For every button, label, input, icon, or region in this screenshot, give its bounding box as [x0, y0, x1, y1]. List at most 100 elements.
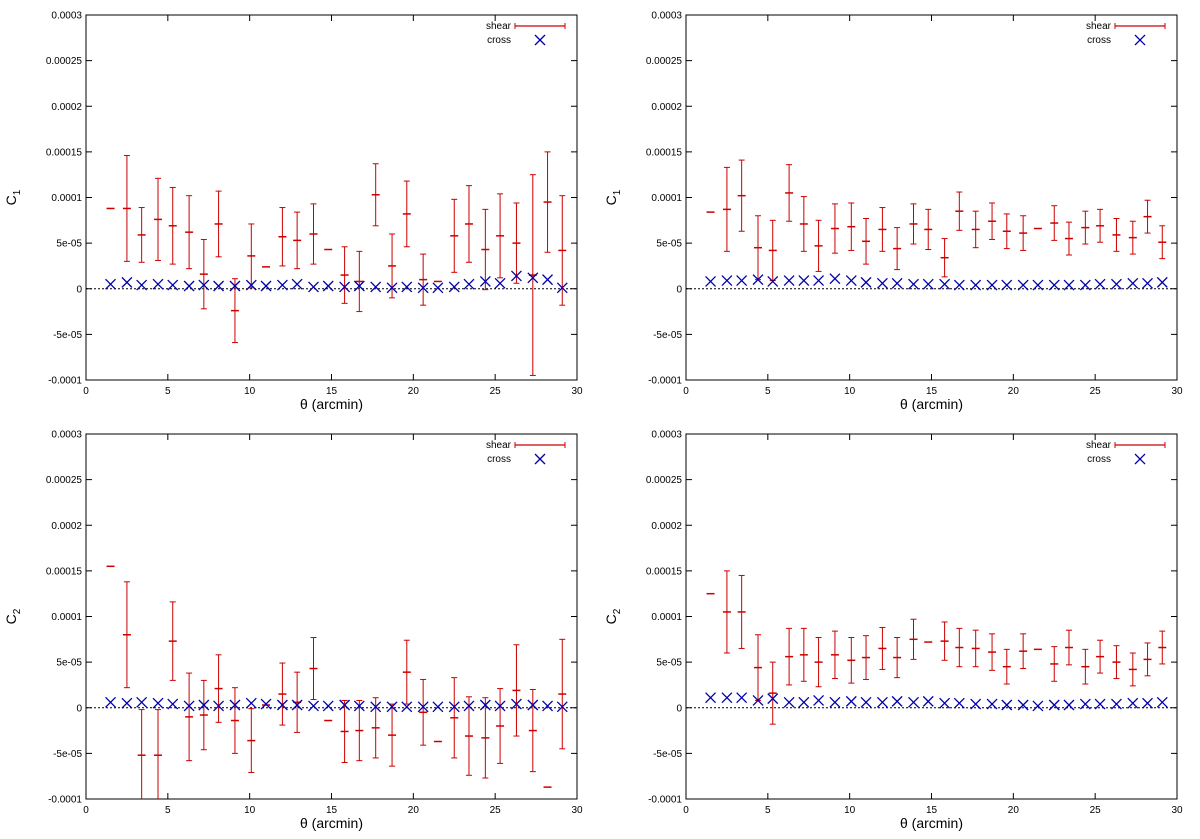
cross-point: [276, 279, 288, 291]
cross-point: [767, 693, 779, 705]
cross-point: [386, 282, 398, 294]
x-tick-label: 10: [844, 386, 856, 397]
cross-marker-stroke: [1110, 278, 1122, 290]
y-tick-label: 0.0001: [651, 612, 682, 623]
cross-marker-stroke: [152, 278, 164, 290]
y-tick-label: 0.00015: [646, 147, 683, 158]
shear-point: [496, 193, 505, 279]
cross-marker-stroke: [198, 279, 210, 291]
cross-marker-stroke: [276, 699, 288, 711]
y-tick-label: 5e-05: [56, 658, 82, 669]
cross-marker-stroke: [1048, 279, 1060, 291]
x-axis-title: θ (arcmin): [300, 815, 363, 831]
y-axis-title-subscript: 1: [12, 189, 23, 195]
legend-label-cross: cross: [1087, 35, 1111, 46]
cross-point: [463, 700, 475, 712]
x-axis-title: θ (arcmin): [900, 815, 963, 831]
cross-point: [386, 701, 398, 713]
cross-point: [736, 692, 748, 704]
legend-label-shear: shear: [1086, 21, 1112, 32]
shear-point: [1112, 217, 1121, 252]
cross-point: [1094, 278, 1106, 290]
cross-marker-stroke: [370, 701, 382, 713]
cross-point: [213, 280, 225, 292]
shear-point: [940, 621, 949, 661]
cross-marker-stroke: [353, 700, 365, 712]
legend-swatch-cross: [1134, 453, 1146, 465]
cross-marker-stroke: [136, 279, 148, 291]
shear-point: [199, 679, 208, 751]
cross-marker-stroke: [767, 693, 779, 705]
cross-marker-stroke: [1032, 700, 1044, 712]
y-tick-label: -5e-05: [653, 749, 682, 760]
y-tick-label: 0.00015: [46, 147, 83, 158]
shear-point: [1128, 220, 1137, 255]
y-axis-title: C1: [3, 189, 23, 205]
cross-point: [556, 701, 568, 713]
cross-marker-stroke: [1127, 697, 1139, 709]
shear-point: [137, 207, 146, 263]
y-tick-label: -0.0001: [648, 795, 682, 806]
y-tick-label: 0.0003: [51, 430, 82, 441]
y-tick-label: 5e-05: [56, 239, 82, 250]
cross-marker-stroke: [386, 282, 398, 294]
shear-point: [1064, 221, 1073, 256]
cross-marker-stroke: [167, 698, 179, 710]
cross-point: [183, 700, 195, 712]
x-tick-label: 0: [83, 386, 89, 397]
y-tick-label: 0.00025: [646, 56, 683, 67]
y-tick-label: 0.0003: [51, 11, 82, 22]
cross-point: [767, 275, 779, 287]
shear-point: [799, 196, 808, 252]
cross-marker-stroke: [767, 275, 779, 287]
cross-marker-stroke: [401, 281, 413, 293]
cross-point: [167, 279, 179, 291]
cross-marker-stroke: [417, 282, 429, 294]
cross-point: [1001, 699, 1013, 711]
x-tick-label: 20: [1008, 805, 1020, 816]
cross-point: [1156, 696, 1168, 708]
x-tick-label: 10: [244, 386, 256, 397]
shear-point: [1096, 208, 1105, 243]
cross-marker-stroke: [1079, 279, 1091, 291]
x-tick-label: 0: [83, 805, 89, 816]
y-tick-label: 0.0003: [651, 430, 682, 441]
shear-point: [402, 639, 411, 705]
shear-point: [340, 246, 349, 304]
shear-point: [481, 697, 490, 779]
cross-marker-stroke: [229, 699, 241, 711]
cross-point: [494, 277, 506, 289]
shear-point: [971, 629, 980, 668]
cross-marker-stroke: [721, 275, 733, 286]
cross-marker-stroke: [432, 701, 444, 713]
shear-point: [371, 163, 380, 227]
cross-point: [121, 697, 133, 709]
y-tick-label: 0.0001: [51, 612, 82, 623]
panel-top-left: 0.0003 0.00025 0.0002 0.00015 0.0001 5e-05 0 -5…: [3, 11, 583, 413]
cross-point: [527, 699, 539, 711]
cross-marker-stroke: [463, 278, 475, 290]
cross-point: [291, 699, 303, 711]
cross-point: [876, 277, 888, 289]
shear-point: [814, 219, 823, 272]
cross-point: [970, 279, 982, 291]
cross-marker-stroke: [1094, 278, 1106, 290]
y-tick-label: 0.0001: [51, 193, 82, 204]
cross-marker-stroke: [922, 278, 934, 290]
shear-point: [1096, 639, 1105, 674]
cross-marker-stroke: [198, 699, 210, 711]
cross-marker-stroke: [1156, 276, 1168, 288]
cross-marker-stroke: [291, 278, 303, 290]
cross-point: [448, 281, 460, 293]
cross-marker-stroke: [908, 278, 919, 290]
shear-point: [402, 180, 411, 248]
cross-point: [845, 695, 857, 707]
cross-point: [121, 276, 133, 288]
y-tick-label: 0: [676, 703, 682, 714]
x-tick-label: 5: [765, 805, 771, 816]
cross-marker-stroke: [291, 699, 303, 711]
cross-point: [1127, 277, 1139, 289]
cross-marker-stroke: [1017, 279, 1029, 291]
cross-marker-stroke: [229, 280, 241, 292]
cross-marker-stroke: [105, 696, 117, 708]
